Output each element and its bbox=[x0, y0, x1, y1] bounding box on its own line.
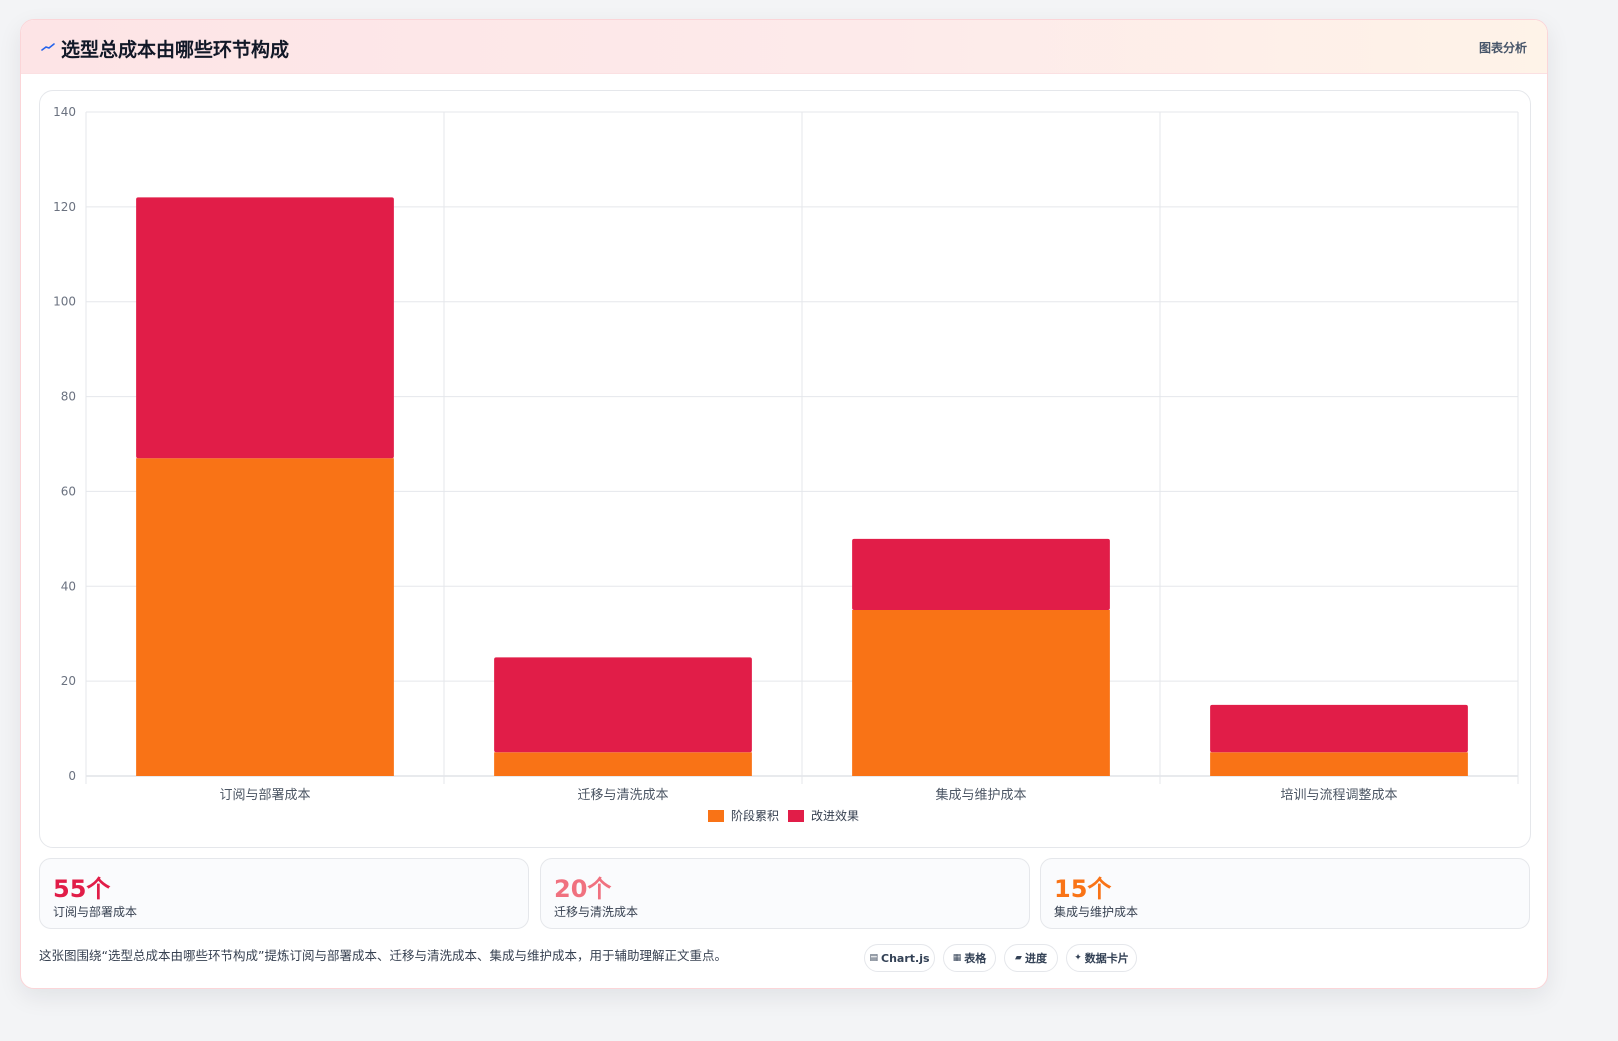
chart-analysis-label: 图表分析 bbox=[1478, 41, 1527, 55]
tag-table[interactable]: ▦ 表格 bbox=[943, 944, 996, 972]
y-tick-label: 20 bbox=[61, 674, 76, 688]
bar-segment bbox=[136, 197, 394, 459]
y-tick-label: 100 bbox=[53, 295, 76, 309]
y-tick-label: 0 bbox=[68, 769, 76, 783]
x-tick-label: 迁移与清洗成本 bbox=[577, 788, 668, 803]
x-tick-label: 订阅与部署成本 bbox=[219, 788, 310, 803]
y-tick-label: 40 bbox=[61, 579, 76, 593]
bar-segment bbox=[1210, 752, 1468, 776]
table-icon: ▦ bbox=[952, 953, 962, 963]
tag-label: 进度 bbox=[1024, 952, 1047, 965]
y-tick-label: 120 bbox=[53, 200, 76, 214]
chart-description: 这张图围绕“选型总成本由哪些环节构成”提炼订阅与部署成本、迁移与清洗成本、集成与… bbox=[39, 948, 727, 963]
legend-label: 阶段累积 bbox=[731, 808, 779, 823]
bar-segment bbox=[494, 752, 752, 776]
legend-label: 改进效果 bbox=[811, 808, 859, 823]
stat-value: 20个 bbox=[554, 875, 612, 903]
stat-label: 迁移与清洗成本 bbox=[554, 905, 639, 919]
bar-segment bbox=[136, 458, 394, 776]
bar-segment bbox=[494, 657, 752, 753]
stat-card: 20个 迁移与清洗成本 bbox=[540, 858, 1030, 929]
stat-value: 55个 bbox=[53, 875, 111, 903]
stat-card: 15个 集成与维护成本 bbox=[1040, 858, 1530, 929]
bar-segment bbox=[852, 538, 1110, 610]
tag-data-card[interactable]: ✦ 数据卡片 bbox=[1066, 944, 1137, 972]
tag-label: 表格 bbox=[964, 952, 987, 965]
sparkle-icon: ✦ bbox=[1074, 953, 1082, 963]
bar-segment bbox=[1210, 704, 1468, 753]
tag-chartjs[interactable]: ▤ Chart.js bbox=[864, 944, 935, 972]
chart-panel: 0 20 40 60 80 100 120 140 订阅与部署成本 迁移与清洗成本 集成与维护成本 培… bbox=[39, 90, 1531, 848]
y-tick-label: 60 bbox=[61, 484, 76, 498]
y-tick-label: 80 bbox=[61, 390, 76, 404]
bar-segment bbox=[852, 610, 1110, 776]
x-tick-label: 集成与维护成本 bbox=[935, 787, 1026, 803]
progress-icon: ▰ bbox=[1015, 953, 1022, 963]
stacked-bar-chart: 0 20 40 60 80 100 120 140 订阅与部署成本 迁移与清洗成本 集成与维护成本 培… bbox=[53, 105, 1519, 823]
chart-icon: ▤ bbox=[869, 953, 878, 963]
card-header: 选型总成本由哪些环节构成 图表分析 bbox=[21, 20, 1547, 74]
tag-progress[interactable]: ▰ 进度 bbox=[1004, 944, 1058, 972]
legend-swatch bbox=[708, 810, 724, 822]
stat-card: 55个 订阅与部署成本 bbox=[39, 858, 529, 929]
stat-label: 集成与维护成本 bbox=[1054, 905, 1139, 919]
trend-line-icon bbox=[41, 43, 55, 51]
page-title: 选型总成本由哪些环节构成 bbox=[61, 39, 290, 61]
x-tick-label: 培训与流程调整成本 bbox=[1280, 787, 1397, 803]
tag-label: Chart.js bbox=[881, 951, 930, 965]
tag-label: 数据卡片 bbox=[1084, 952, 1129, 965]
stat-label: 订阅与部署成本 bbox=[53, 905, 138, 919]
chart-card: 选型总成本由哪些环节构成 图表分析 0 20 40 60 80 100 120 140 订阅与部… bbox=[20, 19, 1548, 989]
stat-value: 15个 bbox=[1054, 875, 1112, 903]
stat-cards: 55个 订阅与部署成本 20个 迁移与清洗成本 15个 集成与维护成本 bbox=[39, 858, 1531, 930]
legend-swatch bbox=[788, 810, 804, 822]
y-tick-label: 140 bbox=[53, 105, 76, 119]
